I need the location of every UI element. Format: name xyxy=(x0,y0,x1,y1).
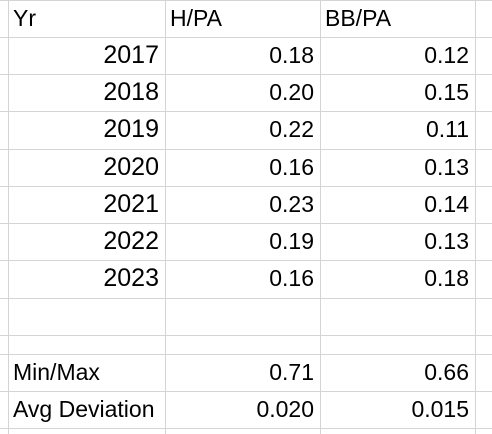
year-cell[interactable]: 2017 xyxy=(103,41,159,69)
year-cell[interactable]: 2018 xyxy=(103,78,159,106)
year-cell[interactable]: 2023 xyxy=(103,264,159,292)
header-cell-bb-pa[interactable]: BB/PA xyxy=(325,5,392,31)
column-border xyxy=(320,0,321,434)
h-pa-cell[interactable]: 0.23 xyxy=(269,191,314,217)
summary-bb-pa-cell[interactable]: 0.015 xyxy=(411,396,469,422)
column-border xyxy=(475,0,476,434)
empty-cell[interactable] xyxy=(165,298,320,335)
row-border xyxy=(0,354,492,355)
summary-bb-pa-cell[interactable]: 0.66 xyxy=(424,359,469,385)
h-pa-cell[interactable]: 0.20 xyxy=(269,79,314,105)
row-border xyxy=(0,428,492,429)
bb-pa-cell[interactable]: 0.15 xyxy=(424,79,469,105)
bb-pa-cell[interactable]: 0.14 xyxy=(424,191,469,217)
h-pa-cell[interactable]: 0.16 xyxy=(269,154,314,180)
row-border xyxy=(0,223,492,224)
summary-h-pa-cell[interactable]: 0.020 xyxy=(256,396,314,422)
row-border xyxy=(0,0,492,1)
row-border xyxy=(0,74,492,75)
h-pa-cell[interactable]: 0.16 xyxy=(269,265,314,291)
h-pa-cell[interactable]: 0.22 xyxy=(269,116,314,142)
bb-pa-cell[interactable]: 0.11 xyxy=(425,116,469,142)
bb-pa-cell[interactable]: 0.13 xyxy=(424,228,469,254)
row-border xyxy=(0,298,492,299)
bb-pa-cell[interactable]: 0.12 xyxy=(424,42,469,68)
column-border xyxy=(165,0,166,434)
summary-label-cell[interactable]: Avg Deviation xyxy=(13,396,155,422)
summary-h-pa-cell[interactable]: 0.71 xyxy=(269,359,314,385)
row-border xyxy=(0,111,492,112)
summary-label-cell[interactable]: Min/Max xyxy=(13,359,100,385)
row-border xyxy=(0,186,492,187)
bb-pa-cell[interactable]: 0.13 xyxy=(424,154,469,180)
row-border xyxy=(0,391,492,392)
year-cell[interactable]: 2020 xyxy=(103,153,159,181)
row-border xyxy=(0,335,492,336)
column-border xyxy=(8,0,9,434)
bb-pa-cell[interactable]: 0.18 xyxy=(424,265,469,291)
row-border xyxy=(0,149,492,150)
year-cell[interactable]: 2022 xyxy=(103,227,159,255)
h-pa-cell[interactable]: 0.18 xyxy=(269,42,314,68)
row-border xyxy=(0,260,492,261)
year-cell[interactable]: 2021 xyxy=(103,190,159,218)
header-cell-yr[interactable]: Yr xyxy=(13,5,36,31)
empty-cell[interactable] xyxy=(8,298,165,335)
empty-cell[interactable] xyxy=(320,298,475,335)
header-cell-h-pa[interactable]: H/PA xyxy=(170,5,222,31)
h-pa-cell[interactable]: 0.19 xyxy=(269,228,314,254)
year-cell[interactable]: 2019 xyxy=(103,115,159,143)
row-border xyxy=(0,37,492,38)
